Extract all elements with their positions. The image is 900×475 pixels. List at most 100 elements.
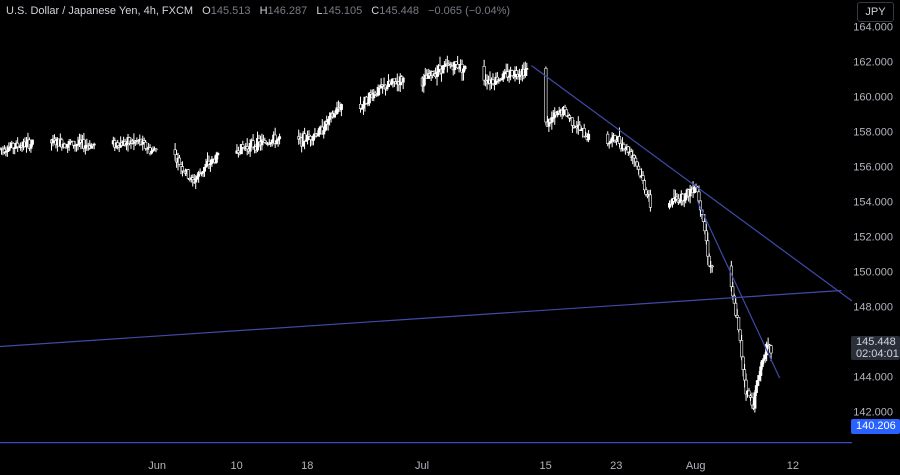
candle-body [241, 144, 245, 148]
low-value: 145.105 [322, 5, 363, 17]
candle-body [638, 168, 642, 177]
candle-body [186, 169, 190, 179]
candle-body [622, 143, 626, 150]
candle-body [735, 314, 739, 318]
y-tick-label: 148.000 [853, 301, 893, 313]
candle-series [0, 55, 773, 413]
candle-body [245, 146, 249, 150]
y-tick-label: 156.000 [853, 161, 893, 173]
candle-body [154, 148, 158, 151]
x-tick-label: 23 [610, 460, 622, 472]
legend-header: U.S. Dollar / Japanese Yen, 4h, FXCM O14… [6, 5, 510, 17]
high-label: H [259, 5, 268, 17]
candle-body [441, 65, 445, 74]
close-label: C [371, 5, 380, 17]
candle-body [769, 345, 773, 354]
candle-body [275, 140, 279, 145]
last-price-badge: 145.448 02:04:01 [851, 336, 900, 360]
candle-body [491, 79, 495, 85]
candle-body [195, 176, 199, 180]
candle-body [582, 128, 586, 137]
candle-body [710, 265, 714, 268]
candle-body [322, 130, 326, 135]
candle-body [757, 375, 761, 381]
y-tick-label: 154.000 [853, 196, 893, 208]
candle-body [741, 356, 745, 370]
last-price: 145.448 [856, 336, 896, 348]
candle-body [740, 340, 744, 358]
y-tick-label: 162.000 [853, 56, 893, 68]
candle-body [144, 141, 148, 149]
candle-body [565, 109, 569, 117]
candle-body [216, 152, 220, 156]
candle-body [364, 96, 368, 104]
y-tick-label: 142.000 [853, 406, 893, 418]
candle-body [563, 106, 567, 111]
candle-body [270, 139, 274, 143]
candle-body [422, 77, 426, 87]
candle-body [501, 73, 505, 80]
trendlines [0, 65, 853, 444]
currency-button[interactable]: JPY [857, 2, 894, 22]
candle-body [706, 240, 710, 257]
candle-body [482, 66, 486, 81]
candle-body [92, 143, 96, 146]
candle-body [248, 143, 252, 152]
candle-body [632, 155, 636, 159]
candle-body [116, 142, 120, 147]
candle-body [24, 142, 28, 147]
candle-body [29, 144, 33, 149]
candle-body [618, 136, 622, 144]
candle-body [173, 149, 177, 156]
candle-body [634, 157, 638, 163]
x-tick-label: 15 [540, 460, 552, 472]
candle-body [463, 66, 467, 70]
candle-body [385, 86, 389, 90]
x-tick-label: 18 [301, 460, 313, 472]
candle-body [7, 147, 11, 152]
candle-body [759, 366, 763, 376]
x-tick-label: 10 [230, 460, 242, 472]
candle-body [606, 133, 610, 144]
candle-body [753, 392, 757, 409]
candle-body [635, 161, 639, 167]
y-tick-label: 164.000 [853, 21, 893, 33]
y-tick-label: 152.000 [853, 231, 893, 243]
candle-body [643, 180, 647, 191]
symbol-title: U.S. Dollar / Japanese Yen, 4h, FXCM [6, 5, 194, 17]
candle-body [610, 137, 614, 142]
candle-body [125, 142, 129, 146]
candle-body [204, 163, 208, 168]
candle-body [257, 138, 261, 143]
candle-body [66, 143, 70, 148]
high-value: 146.287 [267, 5, 308, 17]
candle-body [570, 117, 574, 126]
candle-body [707, 255, 711, 267]
candle-body [180, 166, 184, 172]
candle-body [30, 139, 34, 145]
candle-body [578, 124, 582, 131]
y-tick-label: 150.000 [853, 266, 893, 278]
candle-body [462, 68, 466, 73]
candle-body [613, 135, 617, 141]
candle-body [737, 316, 741, 331]
candle-body [278, 136, 282, 140]
x-tick-label: Jul [415, 460, 429, 472]
change-value: −0.065 (−0.04%) [428, 5, 511, 17]
x-tick-label: 12 [787, 460, 799, 472]
low-label: L [316, 5, 323, 17]
candle-body [684, 193, 688, 201]
candle-body [637, 165, 641, 170]
candle-body [747, 390, 751, 397]
candle-body [435, 71, 439, 78]
candle-body [523, 69, 527, 76]
candle-body [251, 140, 255, 148]
candle-body [704, 230, 708, 242]
level-price-badge: 140.206 [851, 419, 900, 434]
candle-body [754, 385, 758, 394]
candle-body [587, 133, 591, 140]
candle-body [72, 140, 76, 146]
candle-body [392, 78, 396, 82]
candle-body [525, 68, 529, 70]
